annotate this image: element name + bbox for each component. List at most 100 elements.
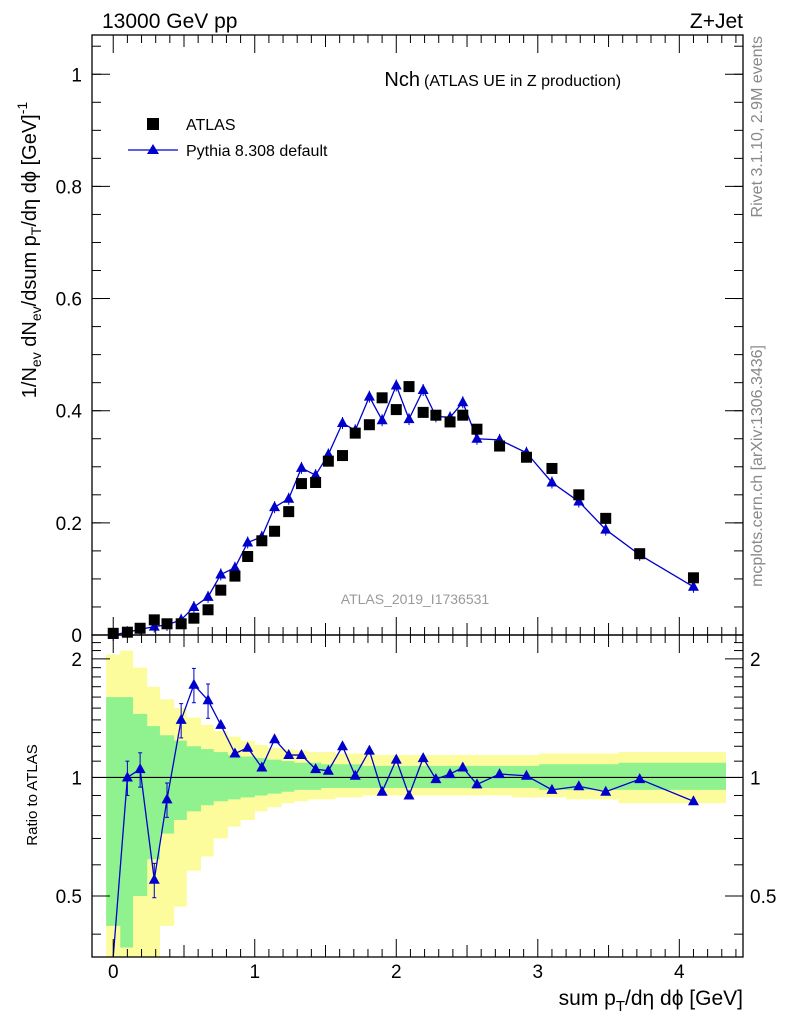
ratio-marks (92, 650, 743, 958)
ratio-ytick-label: 1 (71, 768, 82, 789)
pythia-point (310, 469, 322, 480)
ratio-point (148, 873, 160, 884)
ratio-point (520, 769, 532, 780)
chart-title: Nch (384, 69, 420, 91)
main-marks (107, 379, 699, 641)
ratio-point (471, 778, 483, 789)
atlas-point (634, 548, 646, 560)
ratio-ytick-label: 0.5 (56, 887, 82, 908)
ratio-point (403, 789, 415, 800)
atlas-point (471, 423, 483, 435)
ratio-ytick-label: 2 (71, 650, 82, 671)
ratio-point (121, 771, 133, 782)
ratio-ylabel: Ratio to ATLAS (24, 744, 41, 845)
legend-pythia-marker (147, 144, 159, 154)
atlas-point (376, 392, 388, 404)
ratio-point (336, 740, 348, 751)
pythia-point (242, 536, 254, 547)
ratio-point (134, 763, 146, 774)
main-ylabel: 1/Nev dNev/dsum pT/dη dϕ [GeV]-1 (14, 102, 44, 399)
atlas-point (242, 550, 254, 562)
pythia-point (188, 600, 200, 611)
main-ytick-label: 1 (71, 65, 82, 86)
atlas-point (215, 584, 227, 596)
main-ytick-label: 0.2 (56, 514, 82, 535)
ratio-point (457, 761, 469, 772)
main-ytick-label: 0.6 (56, 290, 82, 311)
ratio-ytick-label-right: 2 (750, 650, 761, 671)
pythia-point (600, 523, 612, 534)
ratio-point (175, 713, 187, 724)
pythia-point (295, 461, 307, 472)
ratio-point (634, 773, 646, 784)
atlas-point (188, 612, 200, 624)
ratio-point (546, 783, 558, 794)
atlas-point (148, 614, 160, 626)
main-ytick-label: 0 (71, 626, 82, 647)
ratio-point (349, 769, 361, 780)
pythia-point (403, 413, 415, 424)
ratio-point (295, 749, 307, 760)
ratio-point (229, 747, 241, 758)
ratio-point (310, 763, 322, 774)
pythia-point (215, 568, 227, 579)
pythia-point (229, 561, 241, 572)
ratio-xtick-label: 0 (108, 962, 119, 983)
pythia-point (269, 501, 281, 512)
atlas-point (175, 618, 187, 630)
atlas-point (256, 535, 268, 547)
atlas-point (417, 406, 429, 418)
atlas-point (363, 419, 375, 431)
ratio-xtick-label: 4 (674, 962, 685, 983)
energy-label: 13000 GeV pp (102, 10, 237, 33)
atlas-point (229, 570, 241, 582)
atlas-point (600, 512, 612, 524)
ratio-point (188, 678, 200, 689)
atlas-point (687, 572, 699, 584)
atlas-point (403, 381, 415, 393)
chart-subtitle: (ATLAS UE in Z production) (424, 73, 621, 90)
ratio-ytick-label-right: 1 (750, 768, 761, 789)
ratio-point (600, 785, 612, 796)
ratio-point (444, 768, 456, 779)
atlas-point (202, 604, 214, 616)
atlas-point (349, 427, 361, 439)
legend-atlas-marker (147, 118, 159, 130)
ratio-point (215, 718, 227, 729)
ratio-point (161, 793, 173, 804)
analysis-watermark: ATLAS_2019_I1736531 (341, 591, 490, 607)
ratio-ticks: 0.5 0.5 1 1 2 2 0 1 2 3 4 (56, 635, 776, 983)
ratio-point (283, 749, 295, 760)
ratio-point (269, 733, 281, 744)
pythia-point (363, 390, 375, 401)
ratio-stat-band (106, 697, 727, 948)
ratio-point (494, 768, 506, 779)
pythia-point (202, 590, 214, 601)
process-label: Z+Jet (690, 10, 743, 33)
pythia-point (336, 417, 348, 428)
ratio-point (363, 744, 375, 755)
atlas-point (444, 416, 456, 428)
legend: ATLAS Pythia 8.308 default (128, 117, 328, 160)
main-ytick-label: 0.8 (56, 177, 82, 198)
atlas-point (573, 489, 585, 501)
legend-pythia-label: Pythia 8.308 default (186, 143, 328, 160)
pythia-point (457, 396, 469, 407)
ratio-point (687, 795, 699, 806)
atlas-point (310, 476, 322, 488)
atlas-point (295, 478, 307, 490)
ratio-xtick-label: 2 (391, 962, 402, 983)
ratio-point (417, 752, 429, 763)
ratio-point (242, 741, 254, 752)
atlas-point (283, 506, 295, 518)
ratio-point (430, 773, 442, 784)
ratio-point (376, 785, 388, 796)
ratio-point (390, 753, 402, 764)
ratio-point (202, 694, 214, 705)
atlas-point (336, 450, 348, 462)
ratio-xlabel: sum pT/dη dϕ [GeV] (559, 987, 743, 1015)
atlas-point (494, 440, 506, 452)
ratio-frame (91, 634, 744, 958)
atlas-point (322, 455, 334, 467)
